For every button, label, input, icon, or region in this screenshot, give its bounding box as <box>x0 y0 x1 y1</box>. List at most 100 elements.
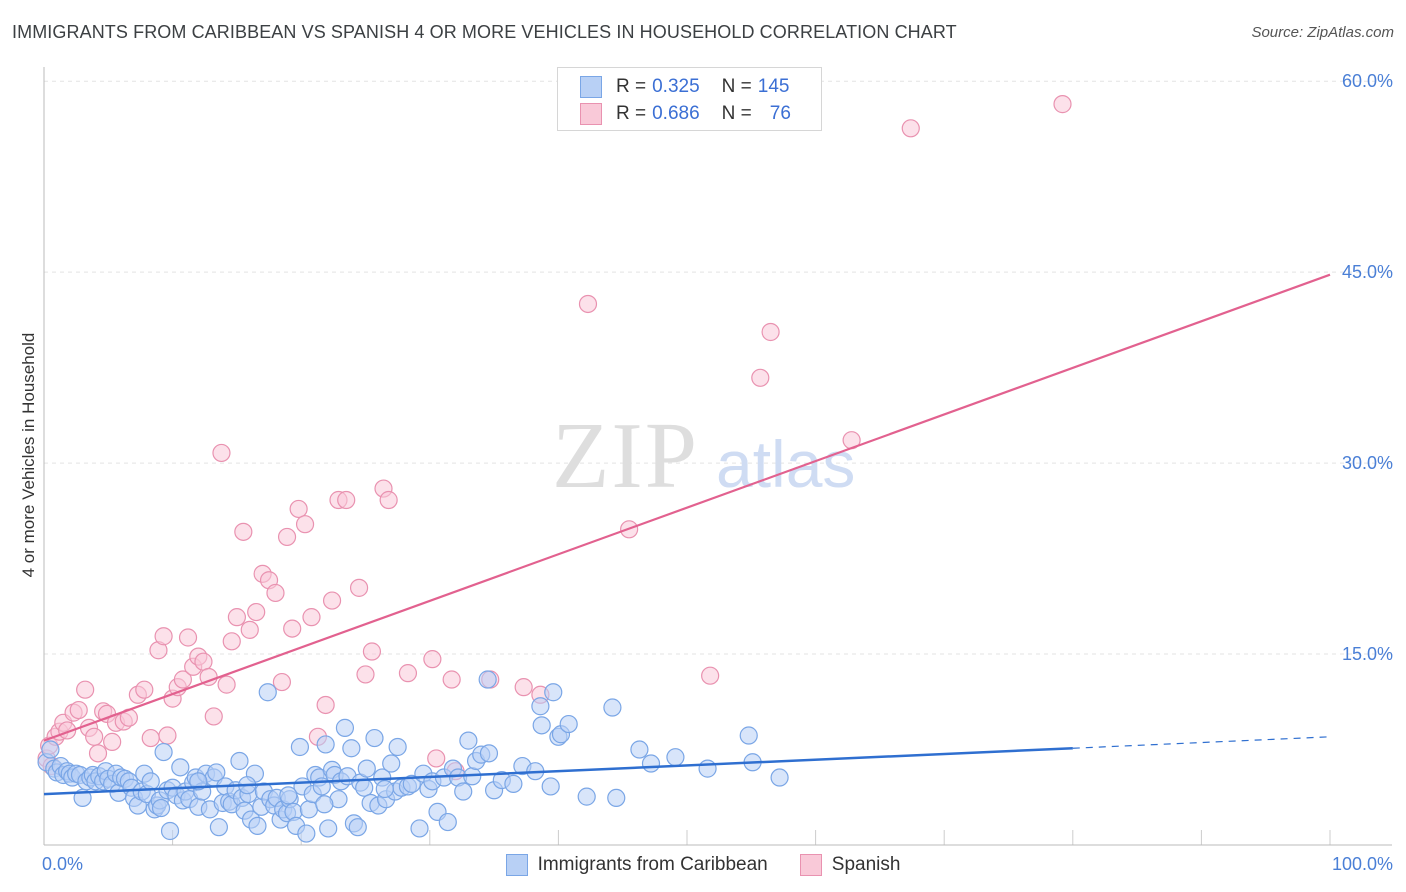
spanish-point <box>194 652 213 671</box>
y-tick-label: 45.0% <box>1342 262 1393 282</box>
spanish-point <box>88 744 108 763</box>
caribbean-point <box>739 726 758 745</box>
caribbean-point <box>402 774 421 793</box>
grid-lines <box>44 80 1392 845</box>
caribbean-point <box>258 683 277 702</box>
caribbean-point <box>171 758 190 777</box>
watermark-zip: ZIP <box>552 404 699 508</box>
r-label: R = <box>616 76 647 97</box>
spanish-point <box>283 619 302 638</box>
caribbean-point <box>541 777 560 796</box>
spanish-point <box>85 727 104 746</box>
spanish-point <box>234 522 253 541</box>
n-label: N = <box>721 76 752 97</box>
spanish-point <box>266 583 285 603</box>
spanish-point <box>423 650 442 669</box>
spanish-point <box>901 119 920 138</box>
caribbean-point <box>335 718 355 737</box>
spanish-point <box>514 678 533 697</box>
axis-tick-labels: 15.0% 30.0% 45.0% 60.0% 0.0% 100.0% <box>42 71 1393 874</box>
spanish-point <box>701 666 720 685</box>
caribbean-point <box>504 774 523 793</box>
caribbean-point <box>299 800 319 819</box>
spanish-point <box>217 675 236 694</box>
spanish-point <box>349 578 369 597</box>
spanish-point <box>398 664 418 683</box>
caribbean-point <box>348 818 367 837</box>
caribbean-point <box>544 683 563 702</box>
caribbean-swatch <box>580 76 602 98</box>
caribbean-point <box>290 737 310 757</box>
caribbean-point <box>154 742 173 762</box>
r-label: R = <box>616 103 647 124</box>
spanish-point <box>302 608 321 627</box>
caribbean-point <box>189 772 208 791</box>
legend-item-spanish[interactable]: Spanish <box>799 854 901 876</box>
n-value: 145 <box>757 76 790 97</box>
spanish-point <box>316 695 335 715</box>
spanish-legend-swatch <box>799 854 822 876</box>
spanish-point <box>272 672 292 692</box>
spanish-point <box>173 670 192 689</box>
caribbean-points <box>37 670 789 843</box>
y-tick-label: 30.0% <box>1342 453 1393 473</box>
caribbean-trend-line <box>43 747 1073 796</box>
chart-title: IMMIGRANTS FROM CARIBBEAN VS SPANISH 4 O… <box>12 22 957 42</box>
y-tick-label: 60.0% <box>1342 71 1393 91</box>
spanish-point <box>289 499 308 519</box>
caribbean-point <box>382 754 401 773</box>
caribbean-point <box>666 748 685 767</box>
caribbean-point <box>297 824 316 843</box>
caribbean-point <box>577 787 596 806</box>
caribbean-point <box>230 751 249 771</box>
spanish-point <box>578 294 598 314</box>
caribbean-point <box>375 779 394 799</box>
caribbean-point <box>357 759 376 778</box>
trend-lines <box>43 273 1331 796</box>
spanish-point <box>154 627 173 646</box>
spanish-point <box>204 707 223 726</box>
spanish-trend-line <box>43 273 1331 742</box>
caribbean-trend-extension <box>1072 736 1331 749</box>
caribbean-legend-swatch <box>505 854 528 876</box>
r-value: 0.325 <box>652 76 700 97</box>
caribbean-point <box>248 816 267 836</box>
caribbean-point <box>207 763 226 782</box>
legend-label-caribbean: Immigrants from Caribbean <box>537 854 768 875</box>
spanish-point <box>1053 95 1072 114</box>
spanish-point <box>158 726 177 745</box>
spanish-point <box>141 728 160 748</box>
caribbean-point <box>698 759 717 778</box>
caribbean-point <box>388 737 407 757</box>
caribbean-point <box>770 768 789 787</box>
caribbean-point <box>315 795 334 814</box>
n-value: 76 <box>769 103 791 124</box>
caribbean-point <box>316 735 335 754</box>
watermark: ZIP atlas <box>552 404 855 508</box>
r-value: 0.686 <box>652 103 700 124</box>
spanish-point <box>76 680 95 699</box>
spanish-point <box>222 632 241 651</box>
spanish-swatch <box>580 103 602 125</box>
legend-item-caribbean[interactable]: Immigrants from Caribbean <box>505 854 768 876</box>
spanish-point <box>103 732 122 751</box>
spanish-point <box>337 490 356 510</box>
caribbean-point <box>410 819 429 838</box>
caribbean-point <box>319 819 338 838</box>
caribbean-point <box>365 728 384 748</box>
spanish-point <box>761 322 780 342</box>
caribbean-point <box>454 782 473 801</box>
spanish-point <box>295 515 315 534</box>
spanish-point <box>277 527 297 547</box>
caribbean-point <box>531 697 550 716</box>
spanish-point <box>442 670 461 689</box>
spanish-point <box>178 628 198 647</box>
spanish-point <box>427 749 446 768</box>
caribbean-point <box>279 786 298 805</box>
spanish-point <box>240 620 259 639</box>
series-legend: Immigrants from Caribbean Spanish <box>0 852 1406 878</box>
legend-label-spanish: Spanish <box>831 854 901 875</box>
spanish-point <box>751 368 770 387</box>
legend-row-spanish: R = 0.686 N = 76 <box>580 102 791 126</box>
